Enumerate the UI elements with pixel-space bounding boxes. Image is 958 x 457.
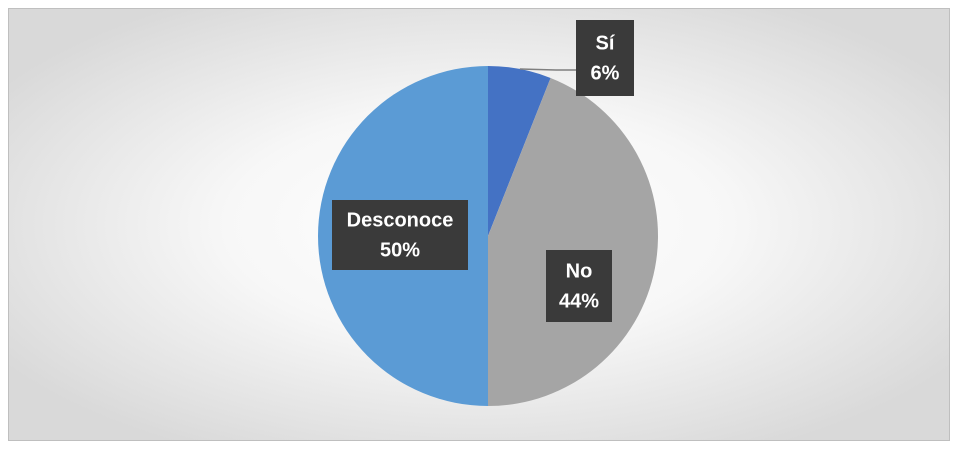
data-label-value: 44% — [559, 290, 599, 312]
data-label-box — [546, 250, 612, 322]
data-label-category: Desconoce — [347, 209, 454, 231]
data-label-box — [576, 20, 634, 96]
pie-slice — [488, 77, 659, 407]
data-label-box — [332, 200, 468, 270]
data-label-value: 50% — [380, 239, 420, 261]
data-label-category: Sí — [596, 32, 616, 54]
leader-line — [519, 68, 576, 71]
pie-slice — [488, 66, 551, 236]
data-label-category: No — [566, 260, 593, 282]
data-label-value: 6% — [591, 62, 620, 84]
